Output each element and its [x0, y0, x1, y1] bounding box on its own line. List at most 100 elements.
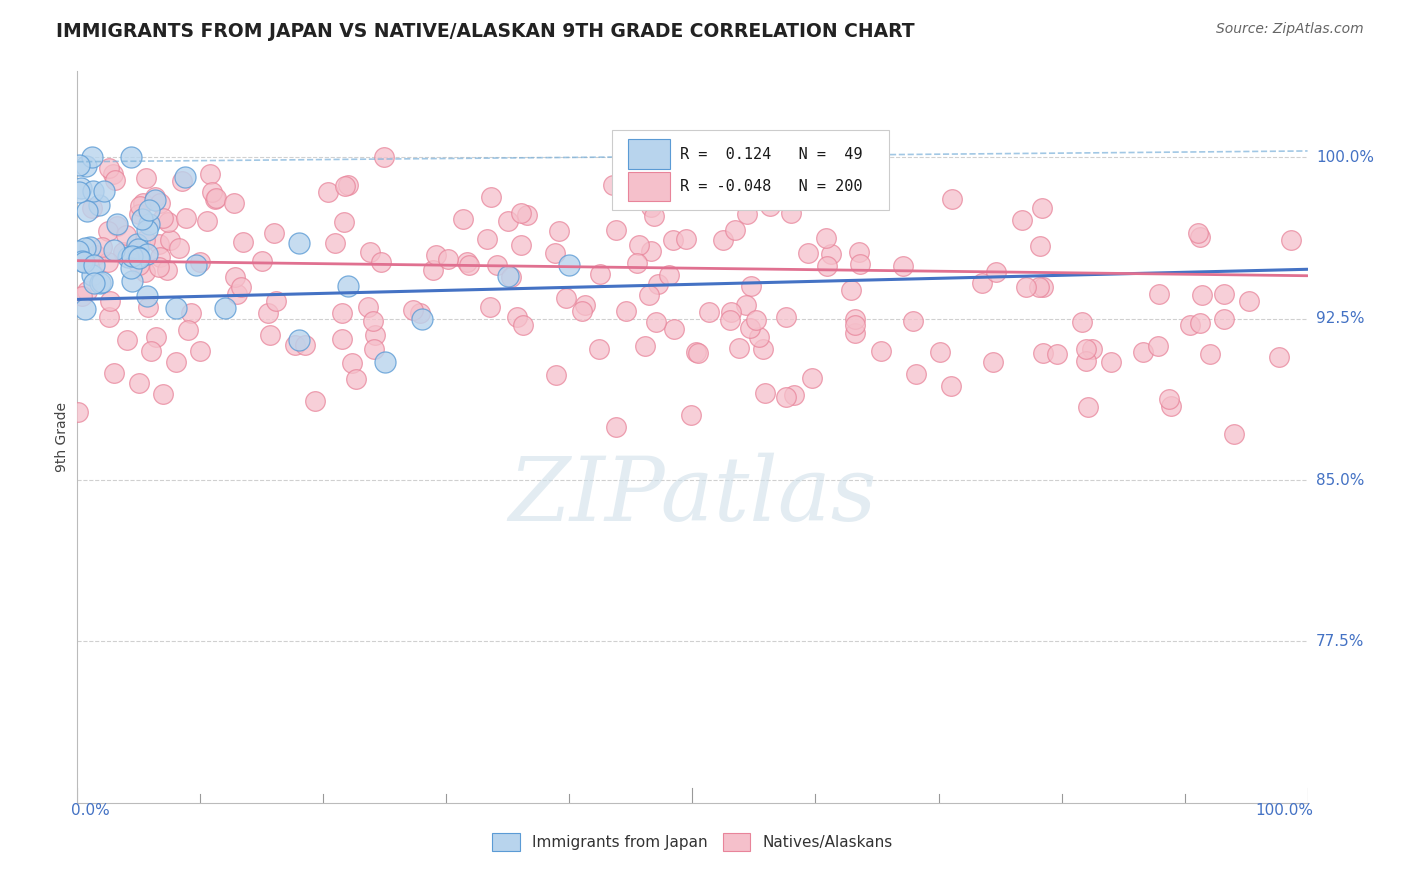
Point [370, 255, 392, 269]
Point [363, 342, 385, 356]
Point [284, 338, 307, 352]
Point [1015, 280, 1038, 294]
Point [266, 293, 288, 308]
Point [188, 344, 212, 359]
Text: 92.5%: 92.5% [1316, 311, 1364, 326]
Point [256, 306, 278, 320]
Point [844, 312, 866, 326]
Point [128, 376, 150, 391]
Point [75, 240, 97, 254]
Point [675, 232, 697, 246]
Point [93, 184, 115, 198]
Point [738, 321, 761, 335]
Point [984, 265, 1007, 279]
Point [127, 250, 149, 264]
Point [647, 277, 669, 292]
Point [129, 199, 152, 213]
Point [1070, 315, 1092, 329]
Point [820, 247, 842, 261]
Point [91, 240, 114, 254]
Point [727, 341, 749, 355]
Point [66, 244, 89, 259]
Point [849, 257, 872, 271]
Point [589, 268, 612, 282]
Text: 0.0%: 0.0% [72, 803, 110, 818]
Point [844, 318, 866, 333]
Point [105, 217, 128, 231]
Point [288, 236, 311, 251]
Point [152, 211, 174, 225]
Point [115, 333, 138, 347]
Point [359, 244, 381, 259]
Point [815, 259, 838, 273]
Point [512, 318, 534, 332]
Point [783, 388, 806, 402]
Point [1222, 427, 1244, 442]
Point [720, 304, 742, 318]
Point [754, 385, 776, 400]
Point [82, 201, 104, 215]
Point [342, 356, 364, 370]
Point [76, 203, 98, 218]
Point [891, 260, 914, 274]
Point [711, 234, 734, 248]
Point [574, 297, 596, 311]
Point [496, 268, 519, 283]
Point [67, 405, 90, 419]
Point [67, 158, 90, 172]
Point [149, 250, 172, 264]
Point [332, 332, 354, 346]
Point [127, 236, 149, 251]
Point [333, 179, 356, 194]
Point [478, 301, 501, 315]
Point [554, 291, 576, 305]
Point [841, 283, 863, 297]
Point [614, 304, 637, 318]
Legend: Immigrants from Japan, Natives/Alaskans: Immigrants from Japan, Natives/Alaskans [486, 827, 898, 857]
Point [141, 344, 163, 359]
Point [337, 279, 360, 293]
Point [640, 244, 662, 258]
Point [128, 252, 150, 266]
Point [336, 178, 359, 193]
Point [288, 333, 311, 347]
Point [411, 311, 433, 326]
Text: 85.0%: 85.0% [1316, 473, 1364, 488]
Point [152, 387, 174, 401]
FancyBboxPatch shape [628, 139, 671, 169]
Point [409, 306, 432, 320]
Point [149, 195, 172, 210]
Point [214, 301, 236, 315]
Point [510, 206, 533, 220]
Point [364, 327, 387, 342]
Point [80, 150, 103, 164]
Point [131, 195, 153, 210]
Point [80, 268, 103, 282]
Point [98, 161, 121, 176]
Point [83, 258, 105, 272]
Point [105, 219, 128, 234]
Point [128, 207, 150, 221]
Point [688, 346, 710, 360]
Point [453, 211, 475, 226]
Point [76, 284, 98, 298]
Point [901, 314, 924, 328]
Point [136, 223, 159, 237]
Text: ZIPatlas: ZIPatlas [508, 452, 877, 539]
Point [294, 338, 316, 352]
Text: Source: ZipAtlas.com: Source: ZipAtlas.com [1216, 22, 1364, 37]
Point [658, 268, 681, 283]
Text: 100.0%: 100.0% [1316, 150, 1374, 165]
Point [1147, 339, 1170, 353]
Point [479, 190, 502, 204]
Point [1032, 280, 1054, 294]
Point [73, 254, 96, 268]
Point [157, 215, 180, 229]
Point [477, 232, 499, 246]
Point [939, 379, 962, 393]
Point [425, 248, 447, 262]
Point [184, 258, 207, 272]
Point [697, 304, 720, 318]
Point [1178, 318, 1201, 332]
Point [200, 167, 222, 181]
